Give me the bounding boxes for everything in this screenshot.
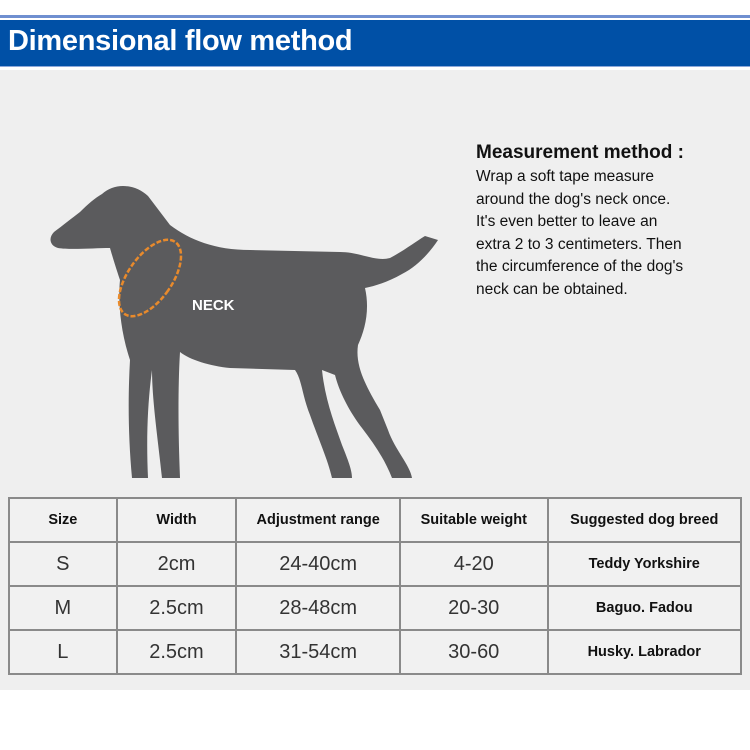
table-row: L 2.5cm 31-54cm 30-60 Husky. Labrador <box>8 629 743 675</box>
header-top-line <box>0 15 750 18</box>
dog-illustration: NECK <box>50 185 439 478</box>
table-row: S 2cm 24-40cm 4-20 Teddy Yorkshire <box>8 541 743 587</box>
header-adjustment-range: Adjustment range <box>235 497 401 543</box>
method-line: the circumference of the dog's <box>476 258 684 275</box>
header-width: Width <box>115 497 238 543</box>
method-title: Measurement method : <box>476 142 684 163</box>
cell-breed: Husky. Labrador <box>546 629 743 675</box>
cell-weight: 4-20 <box>398 541 549 587</box>
cell-range: 24-40cm <box>235 541 401 587</box>
cell-breed: Teddy Yorkshire <box>546 541 743 587</box>
cell-width: 2.5cm <box>115 585 238 631</box>
cell-range: 31-54cm <box>235 629 401 675</box>
cell-size: M <box>8 585 118 631</box>
table-row: M 2.5cm 28-48cm 20-30 Baguo. Fadou <box>8 585 743 631</box>
method-line: Wrap a soft tape measure <box>476 168 655 185</box>
cell-width: 2cm <box>115 541 238 587</box>
cell-range: 28-48cm <box>235 585 401 631</box>
cell-size: S <box>8 541 118 587</box>
cell-size: L <box>8 629 118 675</box>
neck-label: NECK <box>192 297 235 314</box>
header-size: Size <box>8 497 118 543</box>
cell-weight: 30-60 <box>398 629 549 675</box>
method-line: neck can be obtained. <box>476 280 628 298</box>
header-breed: Suggested dog breed <box>546 497 743 543</box>
measurement-method: Measurement method : Wrap a soft tape me… <box>476 142 746 301</box>
cell-weight: 20-30 <box>398 585 549 631</box>
cell-breed: Baguo. Fadou <box>546 585 743 631</box>
size-table: Size Width Adjustment range Suitable wei… <box>8 497 743 675</box>
header-banner: Dimensional flow method <box>0 20 750 67</box>
dog-silhouette <box>50 185 439 478</box>
method-line: It's even better to leave an <box>476 213 658 230</box>
method-line: around the dog's neck once. <box>476 190 671 208</box>
cell-width: 2.5cm <box>115 629 238 675</box>
table-header-row: Size Width Adjustment range Suitable wei… <box>8 497 743 543</box>
method-line: extra 2 to 3 centimeters. Then <box>476 235 682 253</box>
header-suitable-weight: Suitable weight <box>398 497 549 543</box>
method-text: Wrap a soft tape measure around the dog'… <box>476 166 746 301</box>
neck-measure-loop <box>117 238 183 318</box>
page-title: Dimensional flow method <box>8 25 353 57</box>
